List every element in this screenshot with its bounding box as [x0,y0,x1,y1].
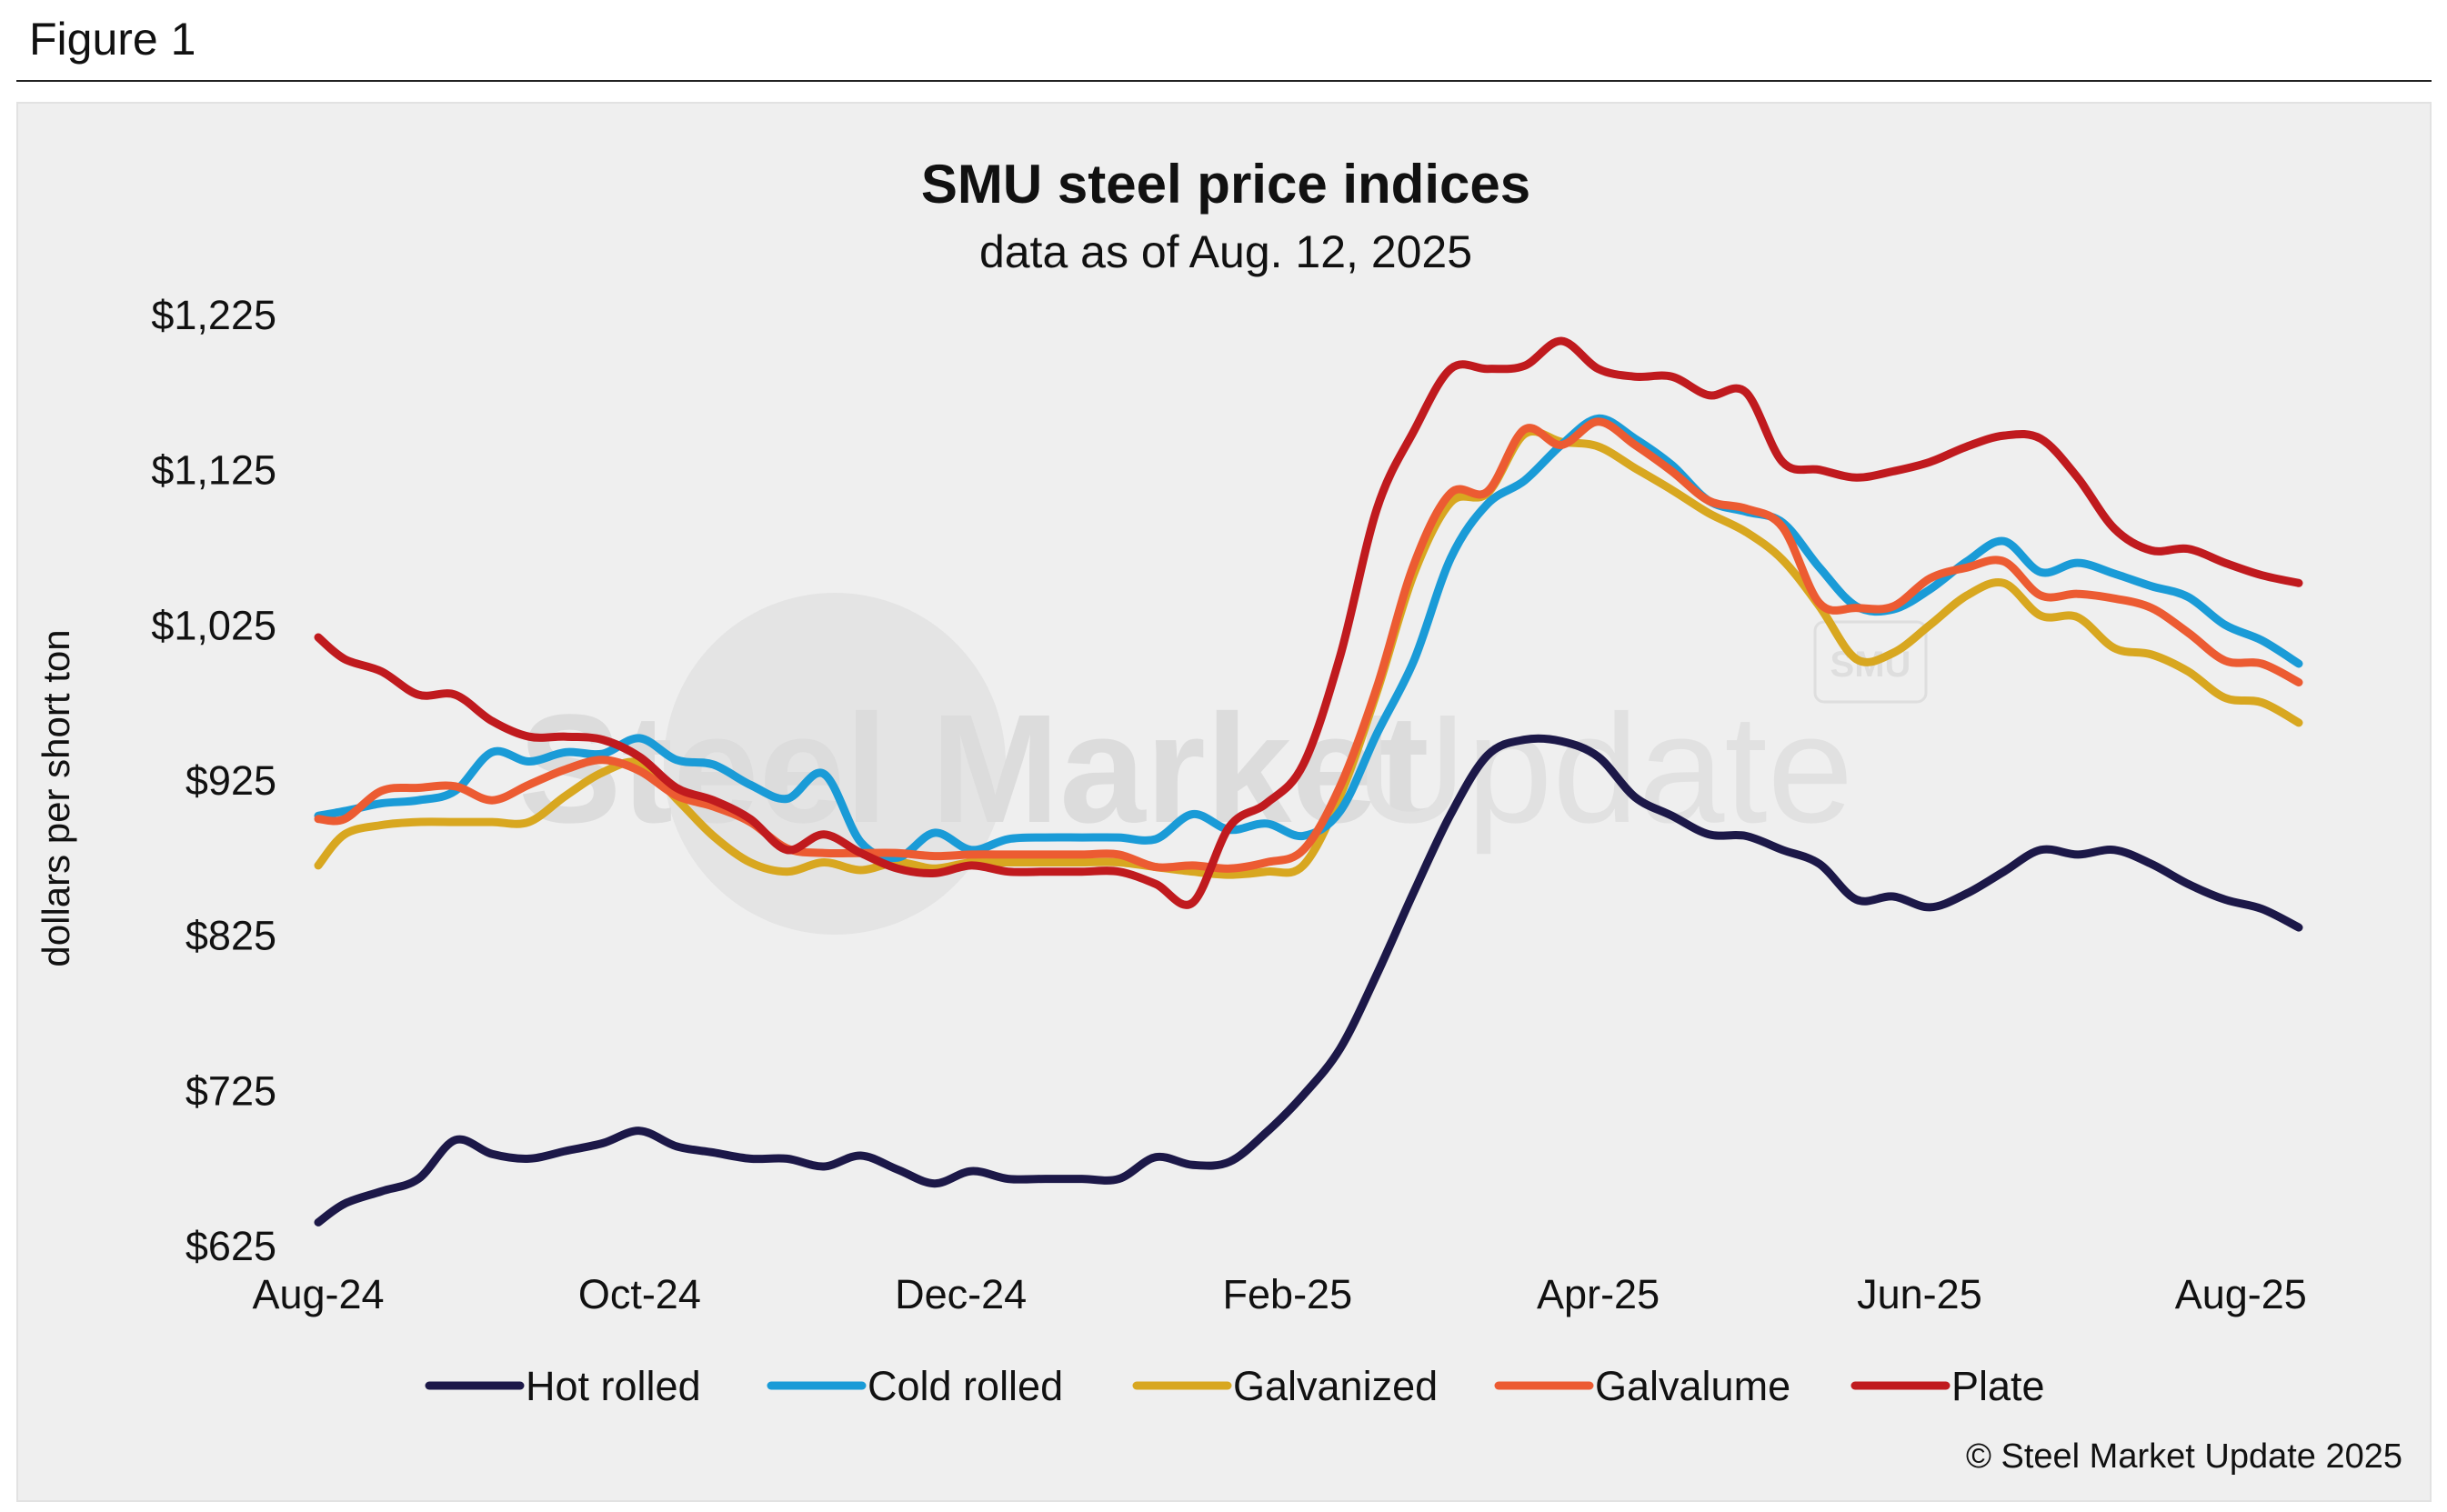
chart-panel: Steel Market Update SMU SMU steel price … [16,102,2432,1502]
watermark: Steel Market Update SMU [518,593,1928,935]
x-tick-label: Feb-25 [1223,1271,1353,1317]
legend-label-galvanized: Galvanized [1233,1363,1438,1409]
x-tick-label: Aug-25 [2175,1271,2307,1317]
watermark-badge-icon [1813,620,1928,704]
y-tick-label: $825 [186,913,276,959]
legend-label-hot-rolled: Hot rolled [526,1363,701,1409]
y-tick-label: $725 [186,1067,276,1114]
y-tick-label: $625 [186,1223,276,1269]
chart-canvas: Steel Market Update SMU SMU steel price … [35,154,2402,1476]
legend-label-galvalume: Galvalume [1595,1363,1790,1409]
legend: Hot rolled Cold rolled Galvanized Galvalume… [425,1363,2045,1409]
x-tick-label: Jun-25 [1857,1271,1982,1317]
series-line-hot-rolled [314,734,2303,1227]
y-axis-ticks: $625 $725 $825 $925 $1,025 $1,125 $1,225 [151,292,276,1269]
chart-subtitle: data as of Aug. 12, 2025 [979,226,1472,277]
series-line-plate [314,336,2303,909]
legend-label-cold-rolled: Cold rolled [867,1363,1063,1409]
series-line-galvalume [314,417,2303,873]
figure-divider [16,80,2432,82]
x-tick-label: Aug-24 [252,1271,384,1317]
chart-title: SMU steel price indices [921,154,1530,215]
x-axis-ticks: Aug-24 Oct-24 Dec-24 Feb-25 Apr-25 Jun-25 Aug-… [252,1271,2306,1317]
y-axis-label: dollars per short ton [35,629,77,966]
watermark-logo-icon [664,593,1006,935]
y-tick-label: $925 [186,757,276,804]
series-lines [314,336,2303,1227]
watermark-text-thin: Update [1355,683,1853,856]
x-tick-label: Dec-24 [895,1271,1027,1317]
x-tick-label: Oct-24 [578,1271,701,1317]
y-tick-label: $1,225 [151,292,276,338]
figure-label: Figure 1 [29,14,196,65]
y-tick-label: $1,125 [151,447,276,494]
copyright-credit: © Steel Market Update 2025 [1966,1437,2402,1476]
legend-label-plate: Plate [1951,1363,2045,1409]
y-tick-label: $1,025 [151,602,276,648]
x-tick-label: Apr-25 [1537,1271,1660,1317]
